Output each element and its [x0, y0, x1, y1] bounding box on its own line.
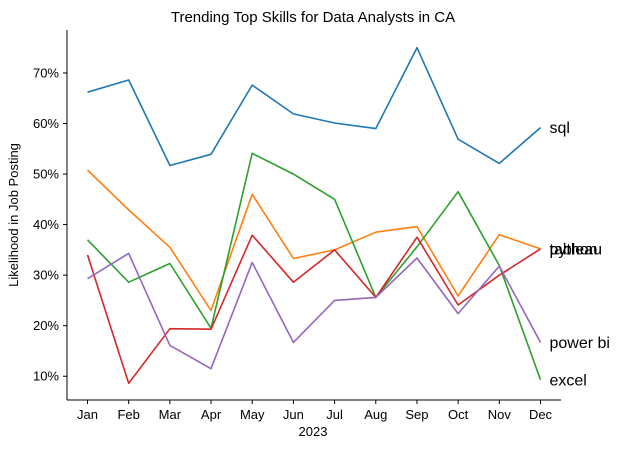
y-tick-label: 50%	[33, 167, 59, 182]
y-tick-label: 30%	[33, 268, 59, 283]
x-tick-label: Sep	[405, 407, 428, 422]
x-tick-label: Oct	[448, 407, 469, 422]
series-label-tableau: tableau	[550, 241, 603, 258]
x-axis-label: 2023	[299, 424, 328, 439]
y-tick-label: 60%	[33, 116, 59, 131]
x-tick-label: Feb	[117, 407, 139, 422]
x-tick-label: May	[240, 407, 265, 422]
series-label-power-bi: power bi	[550, 335, 610, 352]
x-tick-label: Mar	[159, 407, 182, 422]
series-label-python: python	[550, 241, 598, 258]
plot-area	[66, 30, 561, 401]
y-tick-label: 40%	[33, 217, 59, 232]
x-tick-label: Aug	[364, 407, 387, 422]
x-tick-label: Jan	[77, 407, 98, 422]
x-tick-label: Jun	[283, 407, 304, 422]
x-tick-label: Jul	[326, 407, 343, 422]
y-axis-label: Likelihood in Job Posting	[6, 143, 21, 287]
y-axis: 10% 20% 30% 40% 50% 60% 70%	[33, 65, 67, 384]
y-tick-label: 20%	[33, 318, 59, 333]
series-line-sql	[87, 46, 542, 167]
series-line-excel	[86, 152, 542, 381]
x-tick-label: Dec	[529, 407, 553, 422]
series-line-power-bi	[87, 252, 542, 370]
series-group	[86, 46, 542, 385]
chart-title: Trending Top Skills for Data Analysts in…	[171, 9, 455, 26]
series-line-python	[86, 169, 541, 312]
series-line-tableau	[86, 234, 541, 385]
y-tick-label: 70%	[33, 65, 59, 80]
series-label-excel: excel	[550, 372, 587, 389]
x-tick-label: Nov	[488, 407, 512, 422]
x-axis: Jan Feb Mar Apr May Jun Jul Aug Sep Oct Nov Dec	[77, 400, 553, 422]
x-tick-label: Apr	[201, 407, 222, 422]
series-labels: sql python excel tableau power bi	[550, 120, 610, 389]
series-label-sql: sql	[550, 120, 570, 137]
y-tick-label: 10%	[33, 369, 59, 384]
